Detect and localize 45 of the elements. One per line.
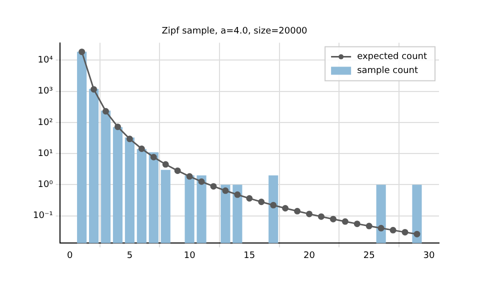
- x-tick-label: 25: [363, 250, 375, 261]
- chart-title: Zipf sample, a=4.0, size=20000: [162, 26, 308, 37]
- point: [198, 178, 205, 185]
- point: [246, 195, 253, 202]
- point: [138, 146, 145, 152]
- point: [306, 210, 312, 218]
- y-tick-label: 10⁰: [38, 180, 54, 190]
- point: [174, 167, 181, 174]
- point: [222, 187, 229, 194]
- y-tick-label: 10⁴: [38, 55, 54, 66]
- point: [318, 213, 324, 220]
- point: [258, 198, 265, 206]
- point: [150, 154, 157, 160]
- point: [210, 183, 217, 190]
- point: [354, 220, 360, 228]
- point: [114, 124, 121, 130]
- point: [390, 226, 396, 234]
- point: [282, 205, 289, 212]
- point: [378, 224, 384, 232]
- x-tick-label: 0: [67, 250, 73, 261]
- point: [90, 86, 98, 93]
- point: [126, 136, 133, 142]
- y-tick-label: 10⁻¹: [33, 211, 54, 222]
- point: [402, 228, 408, 236]
- y-tick-label: 10³: [38, 86, 54, 97]
- point: [294, 208, 301, 214]
- point: [414, 230, 420, 238]
- x-tick-label: 10: [184, 250, 196, 261]
- point: [102, 108, 110, 115]
- x-tick-label: 15: [244, 250, 256, 261]
- point: [366, 222, 372, 230]
- x-tick-label: 5: [126, 250, 133, 261]
- legend-label: expected count: [357, 52, 428, 62]
- legend-label: sample count: [357, 66, 419, 76]
- y-tick-label: 10¹: [38, 148, 54, 159]
- point: [270, 202, 277, 208]
- x-tick-label: 20: [304, 250, 316, 261]
- point: [78, 48, 86, 56]
- x-tick-label: 30: [423, 250, 435, 261]
- point: [234, 191, 241, 198]
- point: [162, 161, 169, 168]
- y-tick-label: 10²: [38, 118, 54, 128]
- point: [330, 216, 336, 222]
- point: [342, 218, 348, 225]
- point: [186, 173, 193, 180]
